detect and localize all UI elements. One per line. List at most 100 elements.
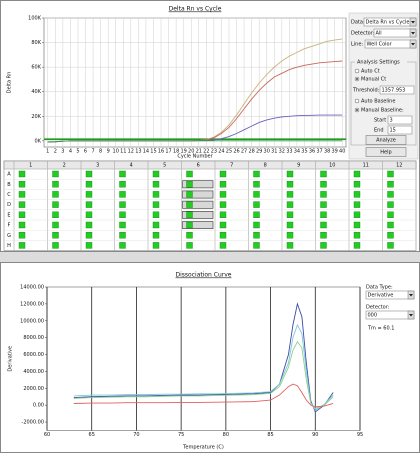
well-indicator[interactable] <box>387 211 394 219</box>
well-indicator[interactable] <box>119 180 126 188</box>
well-indicator[interactable] <box>219 211 227 219</box>
well-indicator[interactable] <box>387 191 394 198</box>
well-indicator[interactable] <box>119 231 126 239</box>
well-indicator[interactable] <box>186 231 193 239</box>
well-indicator[interactable] <box>353 180 361 188</box>
selected-well[interactable] <box>182 221 214 229</box>
radio[interactable] <box>354 68 360 74</box>
well-indicator[interactable] <box>387 242 394 249</box>
button[interactable] <box>365 147 407 157</box>
well-indicator[interactable] <box>85 170 93 178</box>
well-indicator[interactable] <box>353 170 361 178</box>
well-indicator[interactable] <box>320 180 327 188</box>
well-indicator[interactable] <box>152 191 160 198</box>
well-indicator[interactable] <box>52 211 59 219</box>
well-indicator[interactable] <box>253 231 260 239</box>
well-indicator[interactable] <box>320 242 327 249</box>
button[interactable] <box>365 135 407 145</box>
well-indicator[interactable] <box>186 221 193 229</box>
well-indicator[interactable] <box>18 221 26 229</box>
well-indicator[interactable] <box>18 201 26 208</box>
text-input[interactable] <box>387 125 413 135</box>
well-indicator[interactable] <box>52 191 59 198</box>
well-indicator[interactable] <box>320 221 327 229</box>
well-indicator[interactable] <box>253 180 260 188</box>
well-indicator[interactable] <box>85 231 93 239</box>
well-indicator[interactable] <box>353 221 361 229</box>
well-indicator[interactable] <box>253 221 260 229</box>
well-indicator[interactable] <box>119 191 126 198</box>
well-indicator[interactable] <box>152 231 160 239</box>
well-indicator[interactable] <box>85 221 93 229</box>
well-indicator[interactable] <box>119 211 126 219</box>
well-indicator[interactable] <box>320 191 327 198</box>
well-indicator[interactable] <box>85 201 93 208</box>
well-indicator[interactable] <box>286 201 294 208</box>
well-indicator[interactable] <box>186 201 193 208</box>
well-indicator[interactable] <box>286 231 294 239</box>
well-indicator[interactable] <box>286 242 294 249</box>
well-indicator[interactable] <box>353 242 361 249</box>
well-indicator[interactable] <box>18 242 26 249</box>
well-indicator[interactable] <box>186 242 193 249</box>
well-indicator[interactable] <box>387 221 394 229</box>
well-indicator[interactable] <box>387 201 394 208</box>
well-indicator[interactable] <box>52 180 59 188</box>
well-indicator[interactable] <box>387 180 394 188</box>
well-indicator[interactable] <box>119 170 126 178</box>
well-indicator[interactable] <box>186 211 193 219</box>
well-indicator[interactable] <box>52 170 59 178</box>
text-input[interactable] <box>387 115 413 125</box>
well-indicator[interactable] <box>52 201 59 208</box>
well-indicator[interactable] <box>353 201 361 208</box>
well-indicator[interactable] <box>119 242 126 249</box>
well-indicator[interactable] <box>253 211 260 219</box>
well-indicator[interactable] <box>52 221 59 229</box>
well-indicator[interactable] <box>353 231 361 239</box>
well-indicator[interactable] <box>320 211 327 219</box>
well-indicator[interactable] <box>85 180 93 188</box>
well-indicator[interactable] <box>253 170 260 178</box>
well-indicator[interactable] <box>85 211 93 219</box>
well-indicator[interactable] <box>219 231 227 239</box>
radio[interactable] <box>354 98 360 104</box>
well-indicator[interactable] <box>152 211 160 219</box>
well-indicator[interactable] <box>286 211 294 219</box>
well-indicator[interactable] <box>152 180 160 188</box>
well-indicator[interactable] <box>85 191 93 198</box>
well-indicator[interactable] <box>186 170 193 178</box>
well-indicator[interactable] <box>320 231 327 239</box>
well-indicator[interactable] <box>253 201 260 208</box>
well-indicator[interactable] <box>320 170 327 178</box>
well-indicator[interactable] <box>387 231 394 239</box>
well-indicator[interactable] <box>18 170 26 178</box>
well-indicator[interactable] <box>119 201 126 208</box>
well-indicator[interactable] <box>52 231 59 239</box>
well-indicator[interactable] <box>85 242 93 249</box>
well-indicator[interactable] <box>152 242 160 249</box>
selected-well[interactable] <box>182 200 214 209</box>
well-indicator[interactable] <box>219 191 227 198</box>
well-indicator[interactable] <box>320 201 327 208</box>
well-indicator[interactable] <box>152 201 160 208</box>
well-indicator[interactable] <box>253 242 260 249</box>
well-indicator[interactable] <box>219 180 227 188</box>
selected-well[interactable] <box>182 180 214 189</box>
well-indicator[interactable] <box>353 211 361 219</box>
well-indicator[interactable] <box>18 211 26 219</box>
well-indicator[interactable] <box>286 191 294 198</box>
well-indicator[interactable] <box>219 201 227 208</box>
well-indicator[interactable] <box>219 221 227 229</box>
well-indicator[interactable] <box>219 242 227 249</box>
well-indicator[interactable] <box>186 191 193 198</box>
well-indicator[interactable] <box>286 170 294 178</box>
well-indicator[interactable] <box>186 180 193 188</box>
well-indicator[interactable] <box>353 191 361 198</box>
well-indicator[interactable] <box>18 231 26 239</box>
selected-well[interactable] <box>182 211 214 219</box>
well-indicator[interactable] <box>286 221 294 229</box>
well-indicator[interactable] <box>152 170 160 178</box>
selected-well[interactable] <box>182 190 214 199</box>
well-indicator[interactable] <box>152 221 160 229</box>
well-indicator[interactable] <box>387 170 394 178</box>
